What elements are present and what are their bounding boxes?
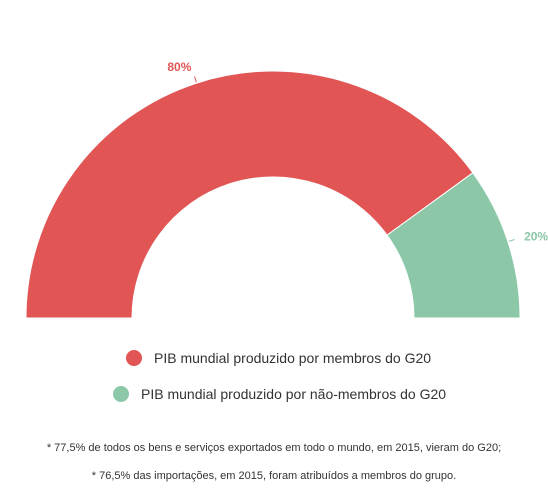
slice-1-leader: [508, 239, 515, 242]
legend-swatch-non-g20-members: [113, 386, 129, 402]
slice-0-value-label: 80%: [167, 60, 191, 74]
legend-item-g20-members: PIB mundial produzido por membros do G20: [126, 346, 431, 370]
legend-label-non-g20-members: PIB mundial produzido por não-membros do…: [141, 386, 447, 402]
slice-0-leader: [194, 76, 197, 83]
slice-0: [25, 70, 474, 319]
legend-swatch-g20-members: [126, 350, 142, 366]
legend-item-non-g20-members: PIB mundial produzido por não-membros do…: [113, 382, 446, 406]
footnote-exports: * 77,5% de todos os bens e serviços expo…: [46, 442, 502, 454]
footnote-imports: * 76,5% das importações, em 2015, foram …: [91, 470, 457, 482]
legend-label-g20-members: PIB mundial produzido por membros do G20: [154, 350, 432, 366]
slice-1-value-label: 20%: [524, 229, 548, 243]
semicircle-donut-chart: 80% 20%: [25, 60, 548, 319]
slice-1: [386, 172, 521, 319]
